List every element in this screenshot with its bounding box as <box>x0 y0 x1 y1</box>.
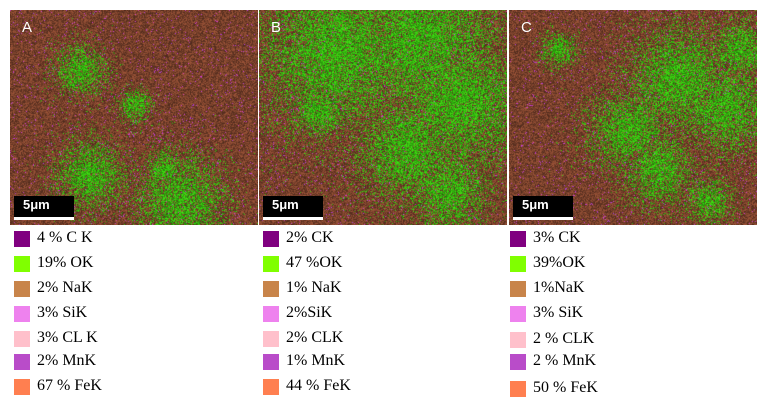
swatch-carbon <box>263 231 279 247</box>
legend-label: 19% OK <box>37 254 94 271</box>
scale-bar-label-a: 5μm <box>14 196 74 218</box>
legend-label: 47 %OK <box>286 254 343 271</box>
scale-bar-a <box>14 217 74 220</box>
legend-label: 4 % C K <box>37 229 93 246</box>
swatch-chlorine <box>14 331 30 347</box>
swatch-silicon <box>263 306 279 322</box>
swatch-oxygen <box>14 256 30 272</box>
swatch-iron <box>263 379 279 395</box>
swatch-manganese <box>263 354 279 370</box>
legend-label: 1% MnK <box>286 352 346 369</box>
legend-label: 3% SiK <box>37 304 88 321</box>
legend-label: 50 % FeK <box>533 379 598 396</box>
swatch-oxygen <box>510 256 526 272</box>
swatch-manganese <box>510 354 526 370</box>
eds-map-panel-b: B 5μm <box>259 10 507 225</box>
legend-label: 3% CK <box>533 229 581 246</box>
eds-map-panel-c: C 5μm <box>509 10 757 225</box>
eds-map-image-a <box>10 10 258 225</box>
panel-label-c: C <box>521 19 532 36</box>
legend-label: 2% CK <box>286 229 334 246</box>
swatch-sodium <box>14 281 30 297</box>
panel-label-a: A <box>22 19 33 36</box>
swatch-oxygen <box>263 256 279 272</box>
swatch-chlorine <box>263 331 279 347</box>
legend-label: 2% NaK <box>37 279 93 296</box>
swatch-sodium <box>263 281 279 297</box>
legend-label: 3% SiK <box>533 304 584 321</box>
swatch-silicon <box>14 306 30 322</box>
swatch-manganese <box>14 354 30 370</box>
eds-map-image-c <box>509 10 757 225</box>
legend-label: 2% MnK <box>37 352 97 369</box>
legend-label: 2%SiK <box>286 304 333 321</box>
legend-label: 1%NaK <box>533 279 585 296</box>
legend-label: 44 % FeK <box>286 377 351 394</box>
swatch-sodium <box>510 281 526 297</box>
scale-bar-c <box>513 217 573 220</box>
panel-label-b: B <box>271 19 282 36</box>
scale-bar-label-b: 5μm <box>263 196 323 218</box>
eds-map-panel-a: A 5μm <box>10 10 258 225</box>
legend-label: 67 % FeK <box>37 377 102 394</box>
legend-label: 39%OK <box>533 254 586 271</box>
legend-label: 3% CL K <box>37 329 98 346</box>
eds-map-image-b <box>259 10 507 225</box>
scale-bar-b <box>263 217 323 220</box>
swatch-carbon <box>510 231 526 247</box>
legend-label: 2% CLK <box>286 329 344 346</box>
legend-label: 2 % CLK <box>533 330 595 347</box>
scale-bar-label-c: 5μm <box>513 196 573 218</box>
swatch-iron <box>14 379 30 395</box>
swatch-silicon <box>510 306 526 322</box>
legend-label: 1% NaK <box>286 279 342 296</box>
legend-label: 2 % MnK <box>533 352 597 369</box>
swatch-chlorine <box>510 332 526 348</box>
swatch-iron <box>510 381 526 397</box>
swatch-carbon <box>14 231 30 247</box>
